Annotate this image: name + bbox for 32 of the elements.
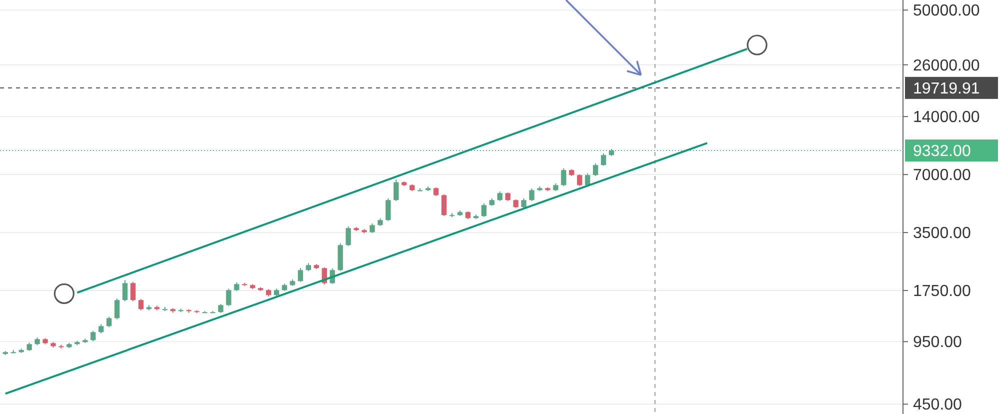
y-tick-label: 950.00 [913, 334, 962, 352]
candlestick [592, 162, 598, 177]
candlestick [226, 288, 232, 306]
y-tick-label: 50000.00 [913, 2, 980, 20]
ref-line-label: 19719.91 [913, 80, 980, 98]
y-tick-label: 14000.00 [913, 109, 980, 126]
candlestick [130, 281, 136, 302]
y-tick-label: 1750.00 [913, 283, 971, 300]
candlestick [497, 190, 502, 202]
candlestick [106, 316, 112, 328]
candlestick [90, 330, 96, 342]
candlestick [561, 168, 566, 187]
candlestick [481, 202, 486, 218]
candlestick [98, 324, 104, 334]
candlestick [386, 198, 391, 222]
y-tick-label: 450.00 [913, 396, 962, 414]
ref-line-label: 9332.00 [913, 143, 971, 160]
candlestick [298, 268, 304, 282]
candlestick [521, 198, 526, 208]
candlestick [600, 152, 606, 166]
candlestick [346, 226, 351, 246]
candlestick [441, 194, 447, 217]
candlestick [370, 222, 375, 234]
candlestick [394, 178, 399, 202]
y-tick-label: 26000.00 [913, 57, 980, 74]
y-tick-label: 3500.00 [913, 225, 971, 242]
candlestick [122, 280, 128, 302]
candlestick [529, 188, 534, 202]
candlestick [577, 174, 582, 187]
candlestick [114, 298, 120, 320]
candlestick [138, 298, 144, 311]
y-tick-label: 7000.00 [913, 167, 971, 184]
